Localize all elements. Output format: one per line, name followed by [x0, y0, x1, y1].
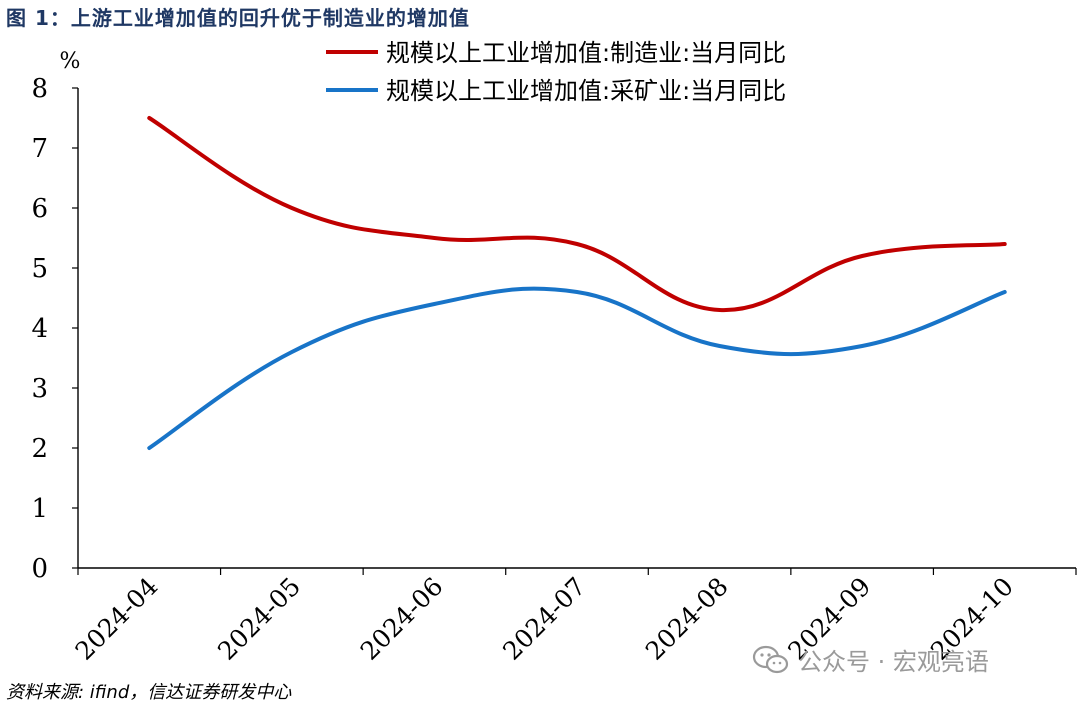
- x-tick-label: 2024-08: [640, 572, 734, 666]
- y-tick-label: 8: [31, 74, 48, 104]
- x-tick-label: 2024-05: [212, 572, 306, 666]
- x-tick-label: 2024-07: [497, 572, 591, 666]
- y-tick-label: 4: [31, 314, 48, 344]
- source-note: 资料来源: ifind，信达证券研发中心: [6, 682, 292, 703]
- wechat-icon: [752, 645, 789, 673]
- watermark-text: 公众号 · 宏观亮语: [798, 648, 989, 676]
- y-tick-label: 6: [31, 194, 48, 224]
- legend-label: 规模以上工业增加值:制造业:当月同比: [386, 39, 786, 67]
- y-tick-label: 5: [31, 254, 48, 284]
- chart-axes: 0 1 2 3 4 5 6 7 8% 2024-04 2024-05 2024-06 2024-07 20…: [31, 49, 1077, 666]
- y-tick-label: 3: [31, 374, 48, 404]
- x-tick-label: 2024-04: [70, 572, 164, 666]
- series-line-mining: [147, 286, 1007, 450]
- chart-series-lines: [147, 116, 1007, 450]
- x-tick-label: 2024-06: [355, 572, 449, 666]
- y-tick-label: 2: [31, 434, 48, 464]
- watermark: 公众号 · 宏观亮语: [752, 642, 989, 677]
- figure-title: 图 1：上游工业增加值的回升优于制造业的增加值: [6, 6, 470, 30]
- y-tick-label: 0: [31, 554, 48, 584]
- y-axis-unit-label: %: [60, 49, 81, 74]
- series-line-manufacturing: [147, 116, 1007, 313]
- y-tick-label: 1: [31, 494, 48, 524]
- y-tick-label: 7: [31, 134, 48, 164]
- legend-label: 规模以上工业增加值:采矿业:当月同比: [386, 77, 786, 105]
